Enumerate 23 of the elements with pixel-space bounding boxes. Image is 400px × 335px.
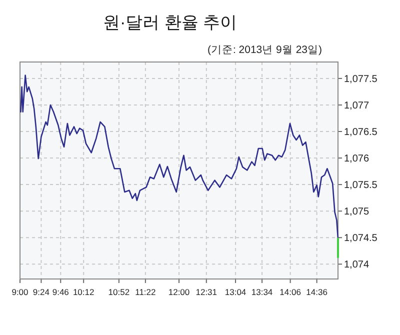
- y-tick-label: 1,076.5: [344, 127, 378, 138]
- y-tick-label: 1,075.5: [344, 180, 378, 192]
- x-tick-label: 9:24: [32, 287, 50, 297]
- x-tick-label: 14:36: [306, 287, 328, 297]
- chart-subtitle: (기준: 2013년 9월 23일): [207, 44, 322, 56]
- x-tick-label: 14:06: [280, 287, 302, 297]
- chart-title: 원·달러 환율 추이: [102, 13, 238, 32]
- y-tick-label: 1,074.5: [344, 233, 378, 244]
- x-tick-label: 9:00: [12, 287, 29, 297]
- y-tick-label: 1,075: [344, 206, 370, 218]
- line-series: [20, 74, 339, 240]
- y-tick-label: 1,077: [344, 100, 370, 112]
- x-tick-label: 11:22: [135, 287, 156, 297]
- x-tick-label: 13:34: [251, 287, 273, 297]
- y-tick-label: 1,077.5: [344, 74, 378, 85]
- x-tick-label: 10:12: [72, 287, 95, 297]
- x-tick-label: 9:46: [52, 287, 70, 297]
- x-tick-label: 13:04: [224, 287, 246, 297]
- x-tick-label: 10:52: [108, 287, 130, 297]
- y-tick-label: 1,076: [344, 154, 370, 165]
- x-tick-label: 12:31: [196, 287, 218, 297]
- y-tick-label: 1,074: [344, 260, 370, 271]
- x-tick-label: 12:00: [168, 287, 190, 297]
